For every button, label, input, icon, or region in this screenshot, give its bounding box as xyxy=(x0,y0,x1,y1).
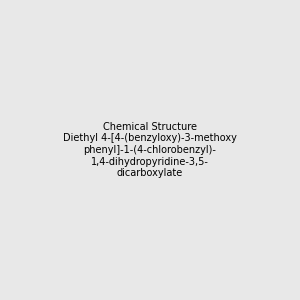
Text: Chemical Structure
Diethyl 4-[4-(benzyloxy)-3-methoxy
phenyl]-1-(4-chlorobenzyl): Chemical Structure Diethyl 4-[4-(benzylo… xyxy=(63,122,237,178)
